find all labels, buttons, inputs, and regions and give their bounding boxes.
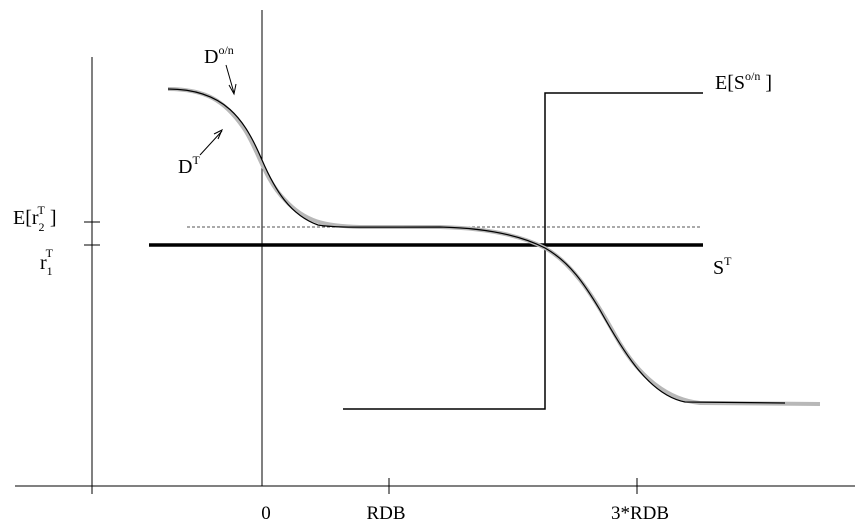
- arrow-to-dt: [199, 128, 224, 156]
- expected-supply-step-curve: [343, 92, 703, 410]
- arrow-to-don: [225, 64, 237, 96]
- label-e-r2: E[r2T ]: [13, 203, 57, 234]
- x-tick-label-zero: 0: [261, 503, 271, 524]
- x-tick-label-rdb: RDB: [366, 503, 405, 524]
- label-r1: r1T: [40, 246, 54, 278]
- demand-curve-don: [167, 88, 786, 404]
- label-d-t: DT: [178, 153, 200, 178]
- label-s-t: ST: [713, 254, 732, 279]
- label-e-s-on: E[So/n ]: [715, 69, 772, 94]
- x-tick-label-3rdb: 3*RDB: [611, 503, 669, 524]
- label-d-on: Do/n: [204, 43, 234, 68]
